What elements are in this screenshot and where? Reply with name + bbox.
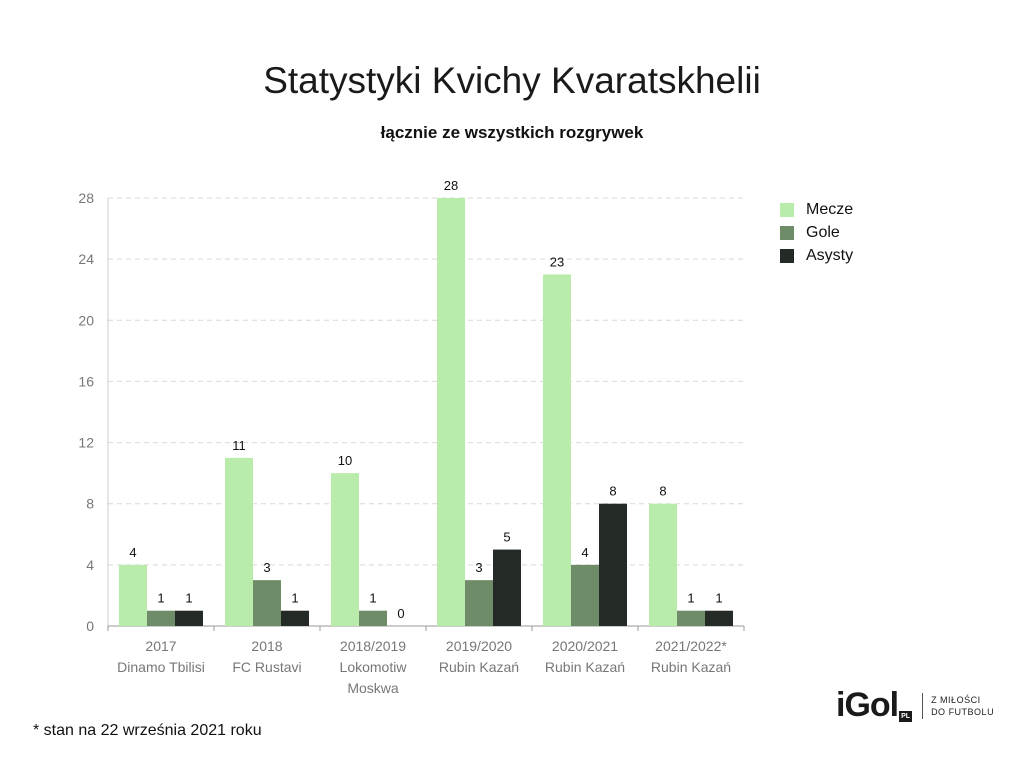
data-label: 23 — [550, 254, 564, 269]
legend-swatch — [780, 248, 794, 263]
legend-label: Gole — [806, 223, 840, 241]
data-label: 1 — [715, 591, 722, 606]
bar-mecze — [437, 198, 465, 626]
bar-mecze — [119, 564, 147, 626]
logo-tagline-line1: Z MIŁOŚCI — [931, 694, 981, 705]
data-label: 3 — [263, 560, 270, 575]
bar-mecze — [543, 274, 571, 626]
x-tick-label: Rubin Kazań — [651, 659, 731, 675]
y-tick-label: 20 — [78, 312, 94, 328]
x-tick-label: 2021/2022* — [655, 638, 727, 654]
legend-swatch — [780, 225, 794, 240]
legend-item-mecze: Mecze — [780, 198, 853, 221]
legend-label: Mecze — [806, 200, 854, 218]
bar-asysty — [175, 610, 203, 626]
logo-badge: PL — [899, 711, 913, 722]
y-tick-label: 16 — [78, 373, 94, 389]
y-tick-label: 4 — [86, 557, 94, 573]
x-tick-label: 2020/2021 — [552, 638, 618, 654]
x-tick-label: Moskwa — [347, 680, 399, 696]
x-tick-label: Dinamo Tbilisi — [117, 659, 205, 675]
data-label: 1 — [687, 591, 694, 606]
data-label: 1 — [291, 591, 298, 606]
data-label: 4 — [581, 545, 588, 560]
logo-wordmark: iGol — [836, 686, 899, 724]
y-tick-label: 12 — [78, 435, 94, 451]
logo-tagline: Z MIŁOŚCI DO FUTBOLU — [931, 694, 994, 718]
x-tick-label: Rubin Kazań — [545, 659, 625, 675]
x-tick-label: Lokomotiw — [340, 659, 408, 675]
x-tick-label: 2017 — [145, 638, 176, 654]
data-label: 4 — [129, 545, 136, 560]
bar-asysty — [493, 549, 521, 626]
x-tick-label: 2019/2020 — [446, 638, 512, 654]
data-label: 5 — [503, 530, 510, 545]
x-tick-label: FC Rustavi — [232, 659, 301, 675]
bar-mecze — [225, 457, 253, 626]
bar-mecze — [649, 503, 677, 626]
x-tick-label: 2018/2019 — [340, 638, 406, 654]
data-label: 1 — [185, 591, 192, 606]
data-label: 28 — [444, 178, 458, 193]
data-label: 1 — [369, 591, 376, 606]
y-tick-label: 24 — [78, 251, 94, 267]
data-label: 8 — [659, 484, 666, 499]
legend: Mecze Gole Asysty — [780, 198, 853, 267]
bar-asysty — [705, 610, 733, 626]
legend-item-gole: Gole — [780, 221, 853, 244]
igol-logo: iGol PL Z MIŁOŚCI DO FUTBOLU — [836, 686, 994, 725]
data-label: 0 — [397, 606, 404, 621]
x-tick-label: Rubin Kazań — [439, 659, 519, 675]
y-tick-label: 0 — [86, 618, 94, 634]
bar-asysty — [281, 610, 309, 626]
bar-gole — [147, 610, 175, 626]
chart-subtitle: łącznie ze wszystkich rozgrywek — [380, 123, 644, 142]
bar-asysty — [599, 503, 627, 626]
data-label: 10 — [338, 453, 352, 468]
x-tick-label: 2018 — [251, 638, 282, 654]
data-label: 1 — [157, 591, 164, 606]
legend-label: Asysty — [806, 246, 854, 264]
bar-gole — [465, 580, 493, 626]
legend-swatch — [780, 202, 794, 217]
bar-mecze — [331, 473, 359, 626]
chart-title: Statystyki Kvichy Kvaratskhelii — [263, 60, 761, 101]
bar-gole — [571, 564, 599, 626]
data-label: 11 — [232, 438, 246, 453]
bar-gole — [253, 580, 281, 626]
footnote: * stan na 22 września 2021 roku — [33, 722, 262, 739]
y-tick-label: 28 — [78, 190, 94, 206]
logo-separator — [922, 692, 924, 719]
data-label: 8 — [609, 484, 616, 499]
y-tick-label: 8 — [86, 496, 94, 512]
legend-item-asysty: Asysty — [780, 244, 853, 267]
logo-tagline-line2: DO FUTBOLU — [931, 706, 995, 717]
data-label: 3 — [475, 560, 482, 575]
bar-gole — [359, 610, 387, 626]
bar-gole — [677, 610, 705, 626]
